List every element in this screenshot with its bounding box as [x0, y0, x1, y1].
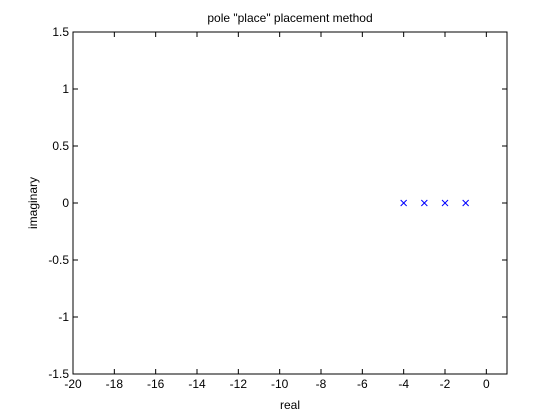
chart-title: pole "place" placement method — [207, 11, 372, 25]
plot-area — [72, 31, 508, 375]
y-axis-ticks: -1.5 -1 -0.5 0 0.5 1 1.5 — [48, 25, 507, 381]
x-tick-label: -6 — [357, 377, 368, 391]
x-tick-label: -2 — [440, 377, 451, 391]
y-tick-label: -0.5 — [48, 253, 69, 267]
x-tick-label: -20 — [64, 377, 82, 391]
pole-marker — [420, 199, 428, 207]
x-tick-label: -14 — [188, 377, 206, 391]
x-tick-label: -12 — [230, 377, 248, 391]
y-tick-label: 0 — [62, 196, 69, 210]
x-axis-label: real — [280, 398, 300, 412]
x-tick-label: -4 — [398, 377, 409, 391]
y-tick-label: 1 — [62, 82, 69, 96]
pole-markers — [400, 199, 470, 207]
x-tick-label: -10 — [271, 377, 289, 391]
y-tick-label: 1.5 — [52, 25, 69, 39]
x-tick-label: -8 — [316, 377, 327, 391]
x-axis-ticks: -20 -18 -16 -14 -12 -10 -8 -6 -4 -2 0 — [64, 32, 490, 391]
pole-marker — [462, 199, 470, 207]
y-axis-label: imaginary — [26, 177, 40, 229]
y-tick-label: -1 — [58, 310, 69, 324]
y-tick-label: -1.5 — [48, 367, 69, 381]
x-tick-label: -18 — [106, 377, 124, 391]
pole-marker — [441, 199, 449, 207]
x-tick-label: -16 — [147, 377, 165, 391]
pole-marker — [400, 199, 408, 207]
x-tick-label: 0 — [483, 377, 490, 391]
y-tick-label: 0.5 — [52, 139, 69, 153]
